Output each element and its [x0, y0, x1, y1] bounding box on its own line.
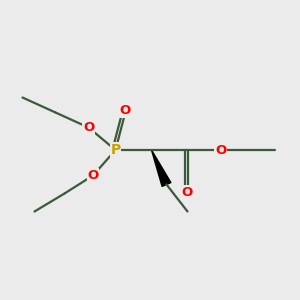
Text: O: O	[182, 185, 193, 199]
Text: O: O	[83, 121, 94, 134]
Text: O: O	[119, 104, 130, 118]
Text: O: O	[215, 143, 226, 157]
Text: P: P	[110, 143, 121, 157]
Text: O: O	[87, 169, 99, 182]
Polygon shape	[152, 150, 171, 186]
